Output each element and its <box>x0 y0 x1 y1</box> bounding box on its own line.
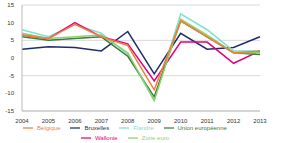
svg-text:5: 5 <box>11 37 15 43</box>
html-text:Belgique: Belgique <box>37 124 61 131</box>
html-text:Wallonie: Wallonie <box>94 134 118 141</box>
svg-text:-15: -15 <box>8 108 15 114</box>
svg-text:2004: 2004 <box>15 118 29 124</box>
svg-text:-5: -5 <box>9 73 15 79</box>
svg-text:2009: 2009 <box>148 118 162 124</box>
html-text:Flandre: Flandre <box>133 124 154 131</box>
svg-text:2005: 2005 <box>42 118 56 124</box>
svg-text:2006: 2006 <box>68 118 82 124</box>
svg-text:15: 15 <box>8 2 15 8</box>
svg-text:2008: 2008 <box>121 118 135 124</box>
svg-text:2007: 2007 <box>95 118 109 124</box>
svg-text:2012: 2012 <box>227 118 241 124</box>
html-text:Union européenne: Union européenne <box>177 124 227 131</box>
svg-text:10: 10 <box>8 20 15 26</box>
svg-text:2011: 2011 <box>201 118 215 124</box>
html-text:Bruxelles: Bruxelles <box>84 124 110 131</box>
svg-text:0: 0 <box>11 55 15 61</box>
html-text:Zone euro: Zone euro <box>141 134 170 141</box>
svg-text:2013: 2013 <box>253 118 267 124</box>
svg-text:2010: 2010 <box>174 118 188 124</box>
svg-text:-10: -10 <box>8 90 15 96</box>
